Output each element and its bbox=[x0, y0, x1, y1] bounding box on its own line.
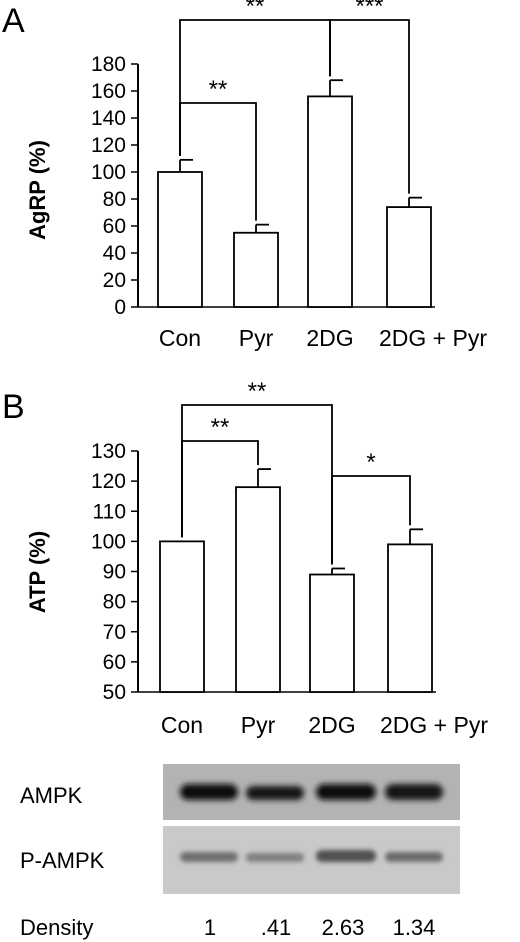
bar bbox=[309, 573, 355, 693]
category-label: Pyr bbox=[241, 712, 276, 738]
bar bbox=[233, 231, 279, 308]
y-tick-label: 120 bbox=[91, 134, 126, 157]
panel-a-significance: **** *** bbox=[179, 0, 410, 221]
panel-b-significance: ***** bbox=[181, 378, 411, 565]
y-tick-label: 180 bbox=[91, 53, 126, 76]
y-tick-label: 80 bbox=[103, 188, 126, 211]
panel-b-y-axis-title: ATP (%) bbox=[25, 531, 50, 613]
panel-a-y-axis-title: AgRP (%) bbox=[25, 140, 50, 240]
ampk-bands bbox=[180, 784, 443, 800]
y-tick-label: 0 bbox=[114, 296, 126, 319]
panel-a-letter: A bbox=[2, 2, 25, 40]
y-tick-label: 50 bbox=[103, 681, 126, 704]
panel-a-axis: 0 20 40 60 80 100 120 140 160 180 bbox=[91, 53, 435, 319]
density-value-con: 1 bbox=[204, 915, 216, 940]
category-label: 2DG + Pyr bbox=[379, 325, 487, 351]
panel-b-bars bbox=[159, 468, 433, 693]
density-label: Density bbox=[20, 915, 93, 940]
bar bbox=[387, 543, 433, 693]
panel-b-categories: Con Pyr 2DG 2DG + Pyr bbox=[161, 712, 488, 738]
bar bbox=[235, 486, 281, 693]
category-label: 2DG bbox=[306, 325, 353, 351]
ampk-band-2dg-pyr bbox=[385, 784, 443, 800]
y-tick-label: 40 bbox=[103, 242, 126, 265]
bar bbox=[307, 95, 353, 308]
significance-bracket bbox=[331, 475, 411, 565]
significance-label: ** bbox=[211, 414, 230, 441]
ampk-band-2dg bbox=[316, 784, 376, 800]
y-tick-label: 140 bbox=[91, 107, 126, 130]
ampk-band-pyr bbox=[246, 786, 304, 800]
blot-row-label-p-ampk: P-AMPK bbox=[20, 848, 105, 873]
bar bbox=[157, 171, 203, 308]
p-ampk-band-pyr bbox=[246, 853, 304, 862]
density-value-2dg: 2.63 bbox=[322, 915, 365, 940]
y-tick-label: 100 bbox=[91, 161, 126, 184]
p-ampk-band-2dg bbox=[316, 850, 376, 862]
blot-row-label-ampk: AMPK bbox=[20, 783, 83, 808]
significance-label: * bbox=[366, 449, 375, 476]
p-ampk-band-2dg-pyr bbox=[385, 852, 443, 862]
y-tick-label: 60 bbox=[103, 215, 126, 238]
y-tick-label: 80 bbox=[103, 591, 126, 614]
y-tick-label: 110 bbox=[93, 500, 126, 523]
bar bbox=[159, 540, 205, 693]
density-value-2dg-pyr: 1.34 bbox=[393, 915, 436, 940]
y-tick-label: 160 bbox=[91, 80, 126, 103]
panel-b-axis: 50 60 70 80 90 100 110 120 130 bbox=[91, 440, 436, 704]
y-tick-label: 70 bbox=[103, 621, 126, 644]
density-value-pyr: .41 bbox=[261, 915, 292, 940]
western-blot: AMPK P-AMPK Density 1 .41 2.63 1.34 bbox=[20, 764, 460, 940]
panel-b-letter: B bbox=[2, 388, 25, 426]
significance-label: ** bbox=[209, 76, 228, 103]
significance-label: ** bbox=[246, 0, 265, 20]
significance-bracket bbox=[329, 19, 410, 194]
y-tick-label: 100 bbox=[91, 530, 126, 553]
category-label: 2DG + Pyr bbox=[380, 712, 488, 738]
panel-a-categories: Con Pyr 2DG 2DG + Pyr bbox=[159, 325, 487, 351]
ampk-band-con bbox=[180, 784, 238, 800]
category-label: Pyr bbox=[239, 325, 274, 351]
category-label: Con bbox=[159, 325, 201, 351]
y-tick-label: 120 bbox=[91, 470, 126, 493]
bar bbox=[386, 206, 432, 308]
y-tick-label: 60 bbox=[103, 651, 126, 674]
y-tick-label: 20 bbox=[103, 269, 126, 292]
category-label: 2DG bbox=[308, 712, 355, 738]
category-label: Con bbox=[161, 712, 203, 738]
y-tick-label: 130 bbox=[91, 440, 126, 463]
significance-label: ** bbox=[248, 378, 267, 405]
p-ampk-bands bbox=[180, 850, 443, 862]
p-ampk-band-con bbox=[180, 852, 238, 862]
significance-label: *** bbox=[355, 0, 383, 20]
panel-a-bars bbox=[157, 79, 432, 308]
y-tick-label: 90 bbox=[103, 561, 126, 584]
